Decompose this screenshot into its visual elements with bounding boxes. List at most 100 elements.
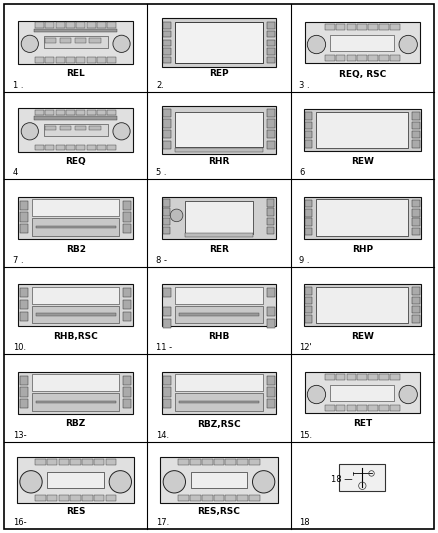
- Text: 13-: 13-: [13, 431, 26, 440]
- Text: 8 -: 8 -: [156, 256, 167, 265]
- Bar: [336, 374, 346, 379]
- Bar: [267, 387, 275, 397]
- Circle shape: [21, 123, 39, 140]
- Text: RES,RSC: RES,RSC: [198, 507, 240, 516]
- Bar: [32, 375, 119, 391]
- Bar: [107, 145, 117, 150]
- Bar: [107, 58, 117, 62]
- Bar: [20, 376, 28, 385]
- Bar: [163, 119, 171, 127]
- Text: 18: 18: [299, 519, 310, 527]
- Bar: [357, 55, 367, 61]
- Bar: [336, 24, 346, 30]
- Bar: [267, 31, 275, 37]
- Bar: [35, 116, 117, 119]
- Text: REW: REW: [351, 157, 374, 166]
- Bar: [162, 284, 276, 326]
- Bar: [107, 110, 117, 115]
- Circle shape: [307, 385, 325, 403]
- Bar: [202, 459, 212, 465]
- Bar: [20, 312, 28, 321]
- Bar: [305, 219, 312, 226]
- Bar: [18, 372, 133, 414]
- Bar: [162, 372, 276, 414]
- Bar: [305, 373, 420, 413]
- Bar: [60, 126, 71, 130]
- Bar: [267, 376, 275, 385]
- Bar: [17, 457, 134, 503]
- Bar: [162, 19, 276, 67]
- Bar: [305, 209, 312, 216]
- Bar: [87, 58, 96, 62]
- Bar: [226, 459, 236, 465]
- Bar: [18, 108, 133, 152]
- Bar: [330, 385, 395, 401]
- Text: 6: 6: [299, 168, 305, 177]
- Text: RBZ,RSC: RBZ,RSC: [197, 419, 241, 429]
- Bar: [18, 197, 133, 238]
- Text: 15.: 15.: [299, 431, 312, 440]
- Bar: [163, 141, 171, 149]
- Bar: [123, 312, 131, 321]
- Bar: [336, 55, 346, 61]
- Bar: [123, 224, 131, 233]
- Text: REQ: REQ: [65, 157, 86, 166]
- Bar: [368, 55, 378, 61]
- Bar: [123, 387, 131, 397]
- Bar: [237, 459, 248, 465]
- Bar: [87, 22, 96, 28]
- Text: RHP: RHP: [352, 245, 373, 254]
- Bar: [163, 199, 170, 207]
- Bar: [45, 38, 56, 43]
- Text: 11 -: 11 -: [156, 343, 172, 352]
- Bar: [35, 29, 117, 32]
- Bar: [163, 109, 171, 117]
- Bar: [368, 24, 378, 30]
- Bar: [107, 22, 117, 28]
- Bar: [176, 112, 262, 147]
- Bar: [325, 24, 335, 30]
- Text: RHB: RHB: [208, 332, 230, 341]
- Bar: [97, 58, 106, 62]
- Bar: [325, 55, 335, 61]
- Bar: [163, 387, 171, 397]
- Bar: [190, 459, 201, 465]
- Bar: [160, 457, 278, 503]
- Bar: [47, 459, 57, 465]
- Bar: [18, 284, 133, 326]
- Bar: [163, 31, 171, 37]
- Bar: [267, 288, 275, 297]
- Bar: [163, 22, 171, 29]
- Bar: [123, 201, 131, 210]
- Bar: [267, 399, 275, 408]
- Bar: [43, 36, 108, 48]
- Circle shape: [252, 471, 275, 493]
- Bar: [163, 319, 171, 328]
- Bar: [412, 228, 420, 235]
- Bar: [43, 124, 108, 136]
- Bar: [35, 459, 46, 465]
- Bar: [267, 109, 275, 117]
- Bar: [97, 110, 106, 115]
- Bar: [412, 112, 420, 120]
- Bar: [66, 58, 75, 62]
- Bar: [304, 109, 421, 151]
- Bar: [32, 306, 119, 324]
- Bar: [163, 399, 171, 408]
- Bar: [267, 227, 274, 235]
- Text: 9 .: 9 .: [299, 256, 310, 265]
- Bar: [163, 307, 171, 317]
- Bar: [267, 199, 274, 207]
- Bar: [317, 199, 408, 236]
- Bar: [71, 459, 81, 465]
- Bar: [56, 22, 65, 28]
- Bar: [18, 21, 133, 64]
- Bar: [336, 406, 346, 411]
- Bar: [87, 145, 96, 150]
- Bar: [87, 110, 96, 115]
- Bar: [89, 126, 101, 130]
- Bar: [267, 39, 275, 46]
- Text: 1 .: 1 .: [13, 81, 23, 90]
- Bar: [20, 399, 28, 408]
- Text: 16-: 16-: [13, 519, 26, 527]
